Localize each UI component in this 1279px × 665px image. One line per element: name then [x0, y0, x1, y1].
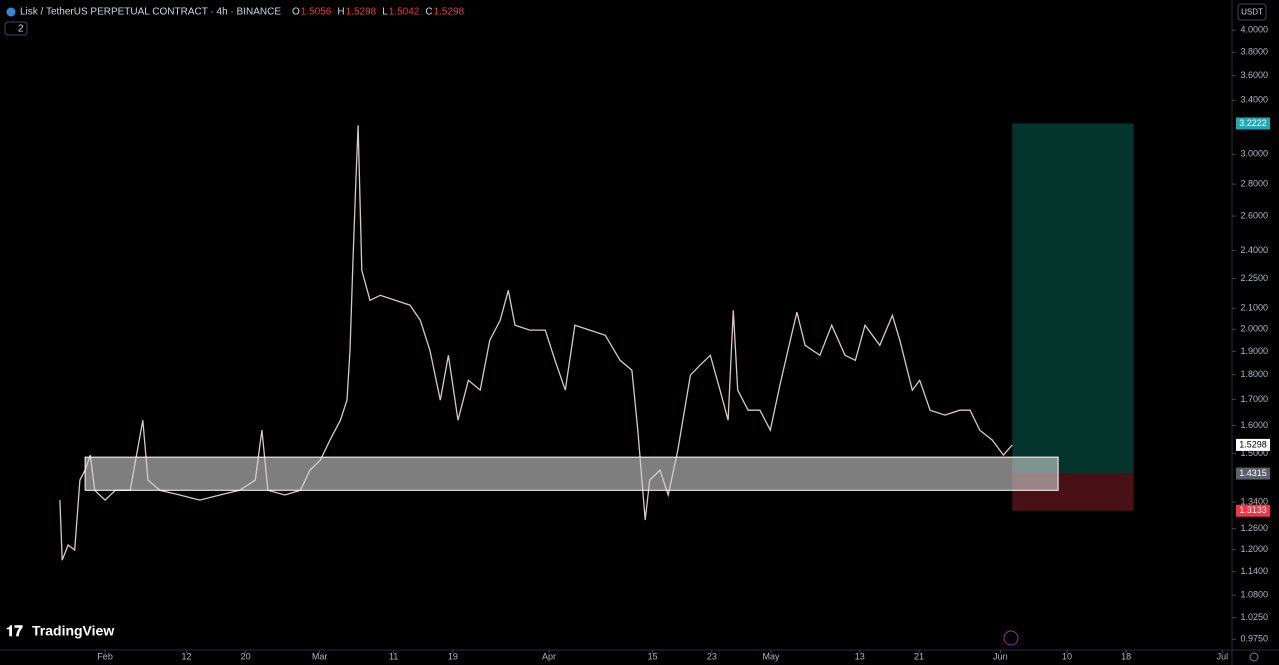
x-tick-label: May — [763, 651, 781, 661]
currency-label: USDT — [1241, 8, 1263, 17]
x-tick-label: 13 — [855, 651, 865, 661]
currency-button[interactable] — [1237, 3, 1267, 21]
y-tick-label: 1.7000 — [1240, 394, 1268, 404]
ohlc-key: C — [425, 7, 432, 18]
y-tick-label: 4.0000 — [1240, 25, 1268, 35]
ohlc-key: O — [292, 7, 300, 18]
y-tick-label: 2.4000 — [1240, 245, 1268, 255]
y-tick-label: 1.2000 — [1240, 544, 1268, 554]
x-tick-label: Jun — [993, 651, 1008, 661]
price-badge — [1236, 117, 1270, 130]
ohlc-values: O 1.5056 H 1.5298 L 1.5042 C 1.5298 — [292, 7, 465, 18]
support-zone — [84, 456, 1059, 491]
y-tick-label: 2.6000 — [1240, 210, 1268, 220]
y-tick-label: 1.0250 — [1240, 612, 1268, 622]
x-tick-label: Jul — [1217, 651, 1229, 661]
symbol-icon — [6, 7, 16, 17]
y-tick-label: 1.1400 — [1240, 566, 1268, 576]
y-tick-label: 0.9750 — [1240, 634, 1268, 644]
events-icon[interactable] — [1003, 630, 1019, 646]
y-tick-label: 2.0000 — [1240, 324, 1268, 334]
x-tick-label: 20 — [241, 651, 251, 661]
target-zone — [1012, 123, 1134, 474]
price-badge-label: 1.4315 — [1239, 468, 1267, 478]
indicator-toggle[interactable] — [4, 21, 28, 36]
price-badge-label: 1.3133 — [1239, 505, 1267, 515]
y-tick-label: 3.0000 — [1240, 149, 1268, 159]
ohlc-value: 1.5298 — [346, 7, 377, 18]
ohlc-key: H — [337, 7, 344, 18]
x-tick-label: Mar — [312, 651, 328, 661]
x-tick-label: Feb — [97, 651, 113, 661]
ohlc-value: 1.5298 — [434, 7, 465, 18]
y-tick-label: 2.1000 — [1240, 303, 1268, 313]
y-tick-label: 1.2600 — [1240, 523, 1268, 533]
x-tick-label: 15 — [648, 651, 658, 661]
x-tick-label: Apr — [542, 651, 556, 661]
x-tick-label: 19 — [448, 651, 458, 661]
y-tick-label: 1.8000 — [1240, 369, 1268, 379]
y-tick-label: 3.6000 — [1240, 70, 1268, 80]
y-tick-label: 1.5000 — [1240, 448, 1268, 458]
logo-mark: 𝟏𝟕 — [6, 623, 23, 640]
x-tick-label: 12 — [181, 651, 191, 661]
y-tick-label: 2.2500 — [1240, 273, 1268, 283]
x-tick-label: 21 — [914, 651, 924, 661]
price-badge-label: 3.2222 — [1239, 118, 1267, 128]
settings-icon[interactable] — [1249, 652, 1259, 662]
y-tick-label: 3.8000 — [1240, 47, 1268, 57]
price-badge — [1236, 438, 1270, 451]
y-tick-label: 1.0800 — [1240, 589, 1268, 599]
x-tick-label: 10 — [1062, 651, 1072, 661]
x-tick-label: 18 — [1121, 651, 1131, 661]
y-tick-label: 2.8000 — [1240, 178, 1268, 188]
ohlc-value: 1.5042 — [389, 7, 420, 18]
ohlc-value: 1.5056 — [301, 7, 332, 18]
y-tick-label: 1.6000 — [1240, 420, 1268, 430]
indicator-count: 2 — [18, 24, 24, 35]
price-badge — [1236, 504, 1270, 517]
brand: TradingView — [32, 623, 114, 639]
ohlc-key: L — [382, 7, 388, 18]
y-tick-label: 1.9000 — [1240, 346, 1268, 356]
y-tick-label: 3.4000 — [1240, 95, 1268, 105]
x-tick-label: 23 — [707, 651, 717, 661]
price-badge-label: 1.5298 — [1239, 439, 1267, 449]
price-badge — [1236, 467, 1270, 480]
x-tick-label: 11 — [389, 651, 398, 661]
y-tick-label: 1.3400 — [1240, 496, 1268, 506]
price-line — [59, 125, 1013, 561]
symbol-title: Lisk / TetherUS PERPETUAL CONTRACT · 4h … — [20, 7, 281, 18]
